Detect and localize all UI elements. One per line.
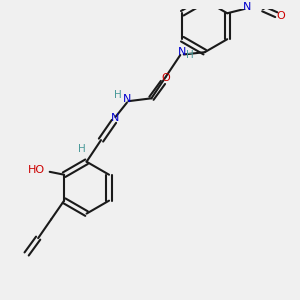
Text: H: H xyxy=(114,90,122,100)
Text: O: O xyxy=(161,73,170,83)
Text: N: N xyxy=(243,2,252,13)
Text: O: O xyxy=(276,11,285,21)
Text: H: H xyxy=(78,144,86,154)
Text: H: H xyxy=(187,50,194,60)
Text: N: N xyxy=(111,113,120,124)
Text: N: N xyxy=(178,46,186,57)
Text: N: N xyxy=(123,94,131,104)
Text: HO: HO xyxy=(28,165,45,176)
